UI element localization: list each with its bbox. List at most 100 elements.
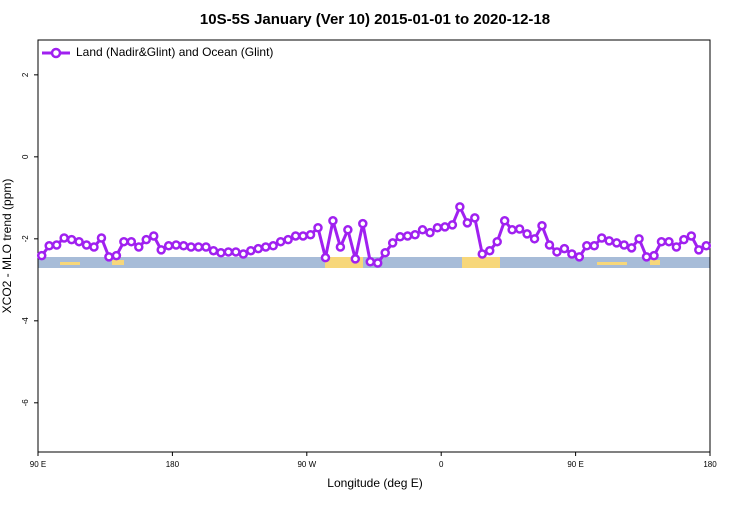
land-strip	[112, 260, 124, 265]
y-tick-label: 0	[21, 154, 30, 159]
data-point	[484, 245, 495, 256]
data-point	[537, 220, 547, 231]
data-point	[104, 252, 114, 262]
data-point	[492, 236, 502, 247]
data-point	[462, 218, 473, 228]
data-point	[440, 222, 450, 232]
data-point	[171, 240, 181, 250]
land-strip	[325, 257, 363, 268]
data-point	[156, 245, 166, 255]
data-point	[51, 240, 62, 250]
data-point	[290, 231, 301, 241]
data-point	[417, 225, 428, 235]
data-point	[641, 252, 652, 262]
data-point	[283, 234, 293, 245]
data-point	[126, 236, 137, 247]
data-point	[134, 242, 144, 252]
data-point	[59, 233, 69, 243]
data-point	[343, 225, 353, 235]
data-point	[604, 236, 614, 246]
y-tick-label: 2	[21, 72, 30, 77]
data-point	[649, 250, 659, 261]
data-point	[671, 242, 682, 252]
data-point	[410, 229, 420, 240]
data-point	[694, 245, 704, 255]
data-point	[268, 241, 278, 251]
data-point	[335, 242, 346, 252]
x-tick-label: 90 W	[297, 460, 316, 469]
data-point	[201, 242, 211, 252]
data-point	[611, 238, 622, 248]
data-point	[365, 257, 376, 267]
data-point	[567, 249, 577, 259]
data-point	[208, 245, 219, 256]
data-point	[44, 241, 54, 251]
x-tick-label: 90 E	[567, 460, 583, 469]
data-point	[701, 241, 712, 251]
data-point	[193, 242, 204, 252]
y-tick-label: -2	[21, 235, 30, 243]
x-tick-label: 0	[439, 460, 444, 469]
x-axis-label: Longitude (deg E)	[327, 476, 422, 490]
data-point	[81, 240, 92, 250]
data-point	[178, 241, 189, 251]
data-point	[253, 243, 264, 254]
data-point	[514, 224, 525, 234]
data-point	[186, 242, 196, 252]
y-tick-label: -4	[21, 317, 30, 325]
data-point	[328, 216, 338, 226]
legend-label: Land (Nadir&Glint) and Ocean (Glint)	[76, 45, 273, 59]
data-point	[141, 234, 152, 245]
data-point	[320, 252, 331, 263]
y-axis-label: XCO2 - MLO trend (ppm)	[0, 179, 14, 314]
data-point	[260, 242, 271, 252]
data-line	[40, 203, 707, 265]
data-point	[664, 236, 674, 247]
data-point	[507, 225, 517, 235]
data-point	[626, 243, 637, 253]
data-point	[74, 236, 84, 247]
data-point	[119, 236, 129, 247]
data-point	[395, 232, 405, 242]
chart-title: 10S-5S January (Ver 10) 2015-01-01 to 20…	[200, 11, 550, 28]
data-point	[522, 229, 532, 239]
data-point	[679, 234, 689, 245]
data-point	[432, 223, 443, 233]
data-point	[477, 249, 488, 259]
land-strip	[650, 260, 660, 265]
land-strip	[462, 257, 500, 268]
data-point	[358, 218, 368, 229]
data-point	[96, 233, 107, 243]
data-point	[596, 233, 607, 243]
land-strip	[60, 262, 80, 265]
data-point	[402, 231, 413, 241]
data-point	[238, 249, 249, 259]
data-point	[275, 236, 286, 247]
data-point	[544, 240, 555, 250]
data-point	[298, 231, 308, 241]
data-point	[529, 234, 540, 244]
data-point	[470, 213, 480, 223]
data-point	[372, 258, 383, 268]
data-point	[246, 245, 256, 256]
data-point	[447, 220, 458, 230]
data-point	[350, 254, 361, 264]
data-point	[313, 223, 323, 233]
data-point	[589, 241, 600, 251]
land-strip	[597, 262, 627, 265]
data-point	[216, 248, 226, 258]
data-point	[111, 250, 122, 261]
data-point	[223, 247, 234, 257]
data-point	[66, 234, 77, 245]
data-point	[634, 234, 644, 244]
data-point	[425, 227, 435, 238]
data-point	[582, 241, 592, 251]
data-point	[656, 236, 667, 247]
x-tick-label: 90 E	[30, 460, 46, 469]
data-point	[231, 247, 241, 257]
data-point	[686, 231, 697, 241]
y-tick-label: -6	[21, 399, 30, 407]
data-point	[163, 241, 174, 251]
x-tick-label: 180	[703, 460, 717, 469]
